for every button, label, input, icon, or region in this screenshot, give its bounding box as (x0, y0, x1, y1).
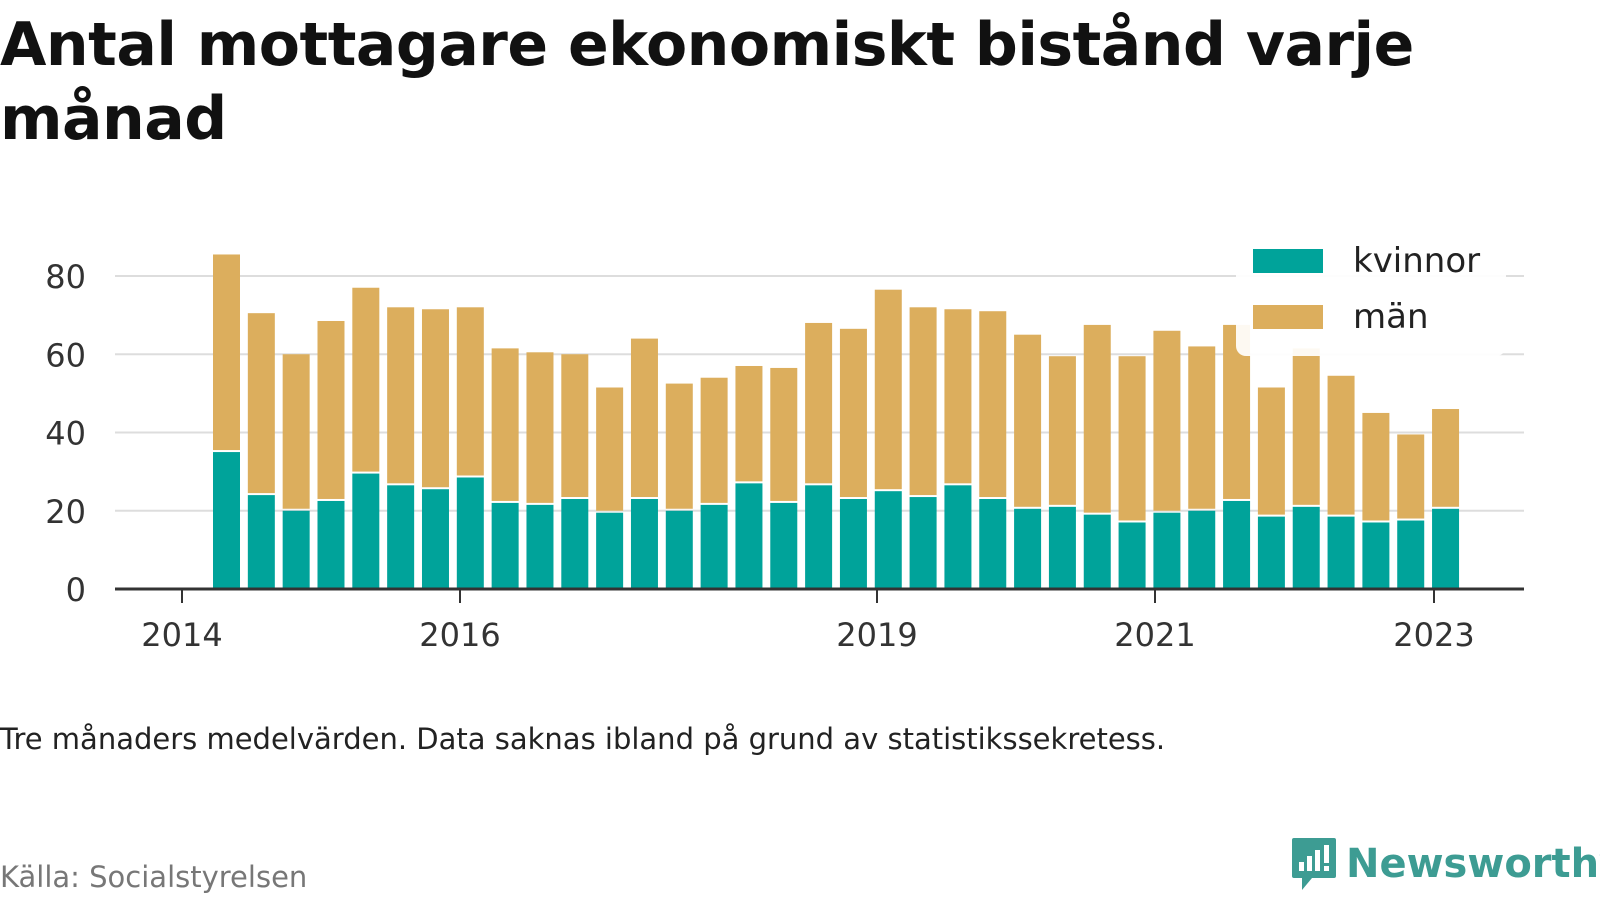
x-tick-label: 2014 (141, 616, 222, 654)
bar-man (1327, 375, 1355, 515)
y-tick-label: 40 (45, 415, 86, 453)
bar-kvinnor (282, 510, 310, 589)
x-tick-label: 2021 (1114, 616, 1195, 654)
bar-kvinnor (979, 499, 1007, 589)
legend-swatch-man (1253, 305, 1323, 329)
bar-kvinnor (735, 483, 763, 589)
bar-kvinnor (874, 491, 902, 589)
axes: 0 20 40 60 80 2014 2016 2019 2021 2023 (45, 258, 1524, 654)
footnote: Tre månaders medelvärden. Data saknas ib… (0, 722, 1166, 756)
bar-man (909, 307, 937, 496)
bar-man (282, 354, 310, 509)
x-tick-label: 2016 (419, 616, 500, 654)
bar-man (247, 313, 275, 494)
bar-man (1397, 434, 1425, 519)
bar-man (1083, 324, 1111, 513)
bar-man (213, 254, 240, 451)
bar-man (456, 307, 484, 476)
bar-man (979, 311, 1007, 498)
bar-man (700, 377, 728, 503)
bar-kvinnor (1362, 522, 1390, 589)
legend-swatch-kvinnor (1253, 249, 1323, 273)
bar-kvinnor (421, 489, 449, 589)
y-tick-label: 80 (45, 258, 86, 296)
bar-kvinnor (1118, 522, 1146, 589)
bar-kvinnor (1292, 506, 1320, 589)
bar-kvinnor (630, 499, 658, 589)
bar-kvinnor (839, 499, 867, 589)
y-tick-label: 0 (66, 571, 86, 609)
bar-man (526, 352, 554, 503)
bar-kvinnor (770, 502, 798, 589)
brand-name: Newsworthy (1346, 841, 1600, 887)
bar-kvinnor (352, 473, 380, 589)
bar-man (387, 307, 415, 484)
bar-man (421, 309, 449, 488)
x-tick-label: 2023 (1393, 616, 1474, 654)
bar-kvinnor (805, 485, 833, 589)
bar-man (561, 354, 589, 498)
bar-kvinnor (944, 485, 972, 589)
source-credit: Källa: Socialstyrelsen (0, 860, 308, 894)
bar-kvinnor (1083, 514, 1111, 589)
bar-man (735, 365, 763, 482)
bar-man (1292, 348, 1320, 505)
legend-label-man: män (1353, 297, 1429, 337)
bar-kvinnor (526, 504, 554, 589)
bar-kvinnor (247, 495, 275, 589)
bar-man (665, 383, 693, 509)
bar-kvinnor (1327, 516, 1355, 589)
bar-kvinnor (1153, 512, 1181, 589)
bar-kvinnor (1048, 506, 1076, 589)
bar-man (1014, 334, 1042, 507)
bar-man (1153, 330, 1181, 511)
bar-man (770, 367, 798, 501)
bar-kvinnor (1397, 520, 1425, 589)
bar-man (1257, 387, 1285, 515)
bar-kvinnor (1188, 510, 1216, 589)
y-tick-label: 60 (45, 336, 86, 374)
bar-kvinnor (491, 502, 519, 589)
bar-man (1188, 346, 1216, 509)
bar-man (805, 322, 833, 484)
x-tick-label: 2019 (836, 616, 917, 654)
bar-man (352, 287, 380, 472)
brand-logo: Newsworthy (1290, 836, 1600, 892)
bar-chart-speech-bubble-icon (1292, 838, 1336, 890)
bars (213, 254, 1460, 589)
bar-man (1362, 412, 1390, 521)
bar-kvinnor (1014, 508, 1042, 589)
bar-kvinnor (1432, 508, 1460, 589)
bar-kvinnor (561, 499, 589, 589)
y-tick-label: 20 (45, 493, 86, 531)
bar-kvinnor (317, 500, 345, 589)
bar-kvinnor (1223, 500, 1251, 589)
bar-man (1432, 409, 1460, 507)
bar-man (1118, 356, 1146, 521)
bar-man (839, 328, 867, 498)
bar-man (874, 289, 902, 490)
stacked-bar-chart: 0 20 40 60 80 2014 2016 2019 2021 2023 kvinnor mä… (45, 232, 1524, 654)
bar-man (596, 387, 624, 511)
bar-man (944, 309, 972, 484)
chart-title: Antal mottagare ekonomiskt bistånd varje… (0, 10, 1414, 154)
bar-man (491, 348, 519, 501)
bar-kvinnor (387, 485, 415, 589)
bar-man (317, 320, 345, 499)
bar-kvinnor (700, 504, 728, 589)
bar-kvinnor (213, 452, 240, 589)
bar-kvinnor (456, 477, 484, 589)
legend: kvinnor män (1236, 232, 1506, 356)
legend-label-kvinnor: kvinnor (1353, 241, 1480, 281)
bar-kvinnor (909, 497, 937, 589)
bar-kvinnor (596, 512, 624, 589)
bar-kvinnor (1257, 516, 1285, 589)
bar-man (630, 338, 658, 498)
bar-kvinnor (665, 510, 693, 589)
bar-man (1048, 356, 1076, 505)
